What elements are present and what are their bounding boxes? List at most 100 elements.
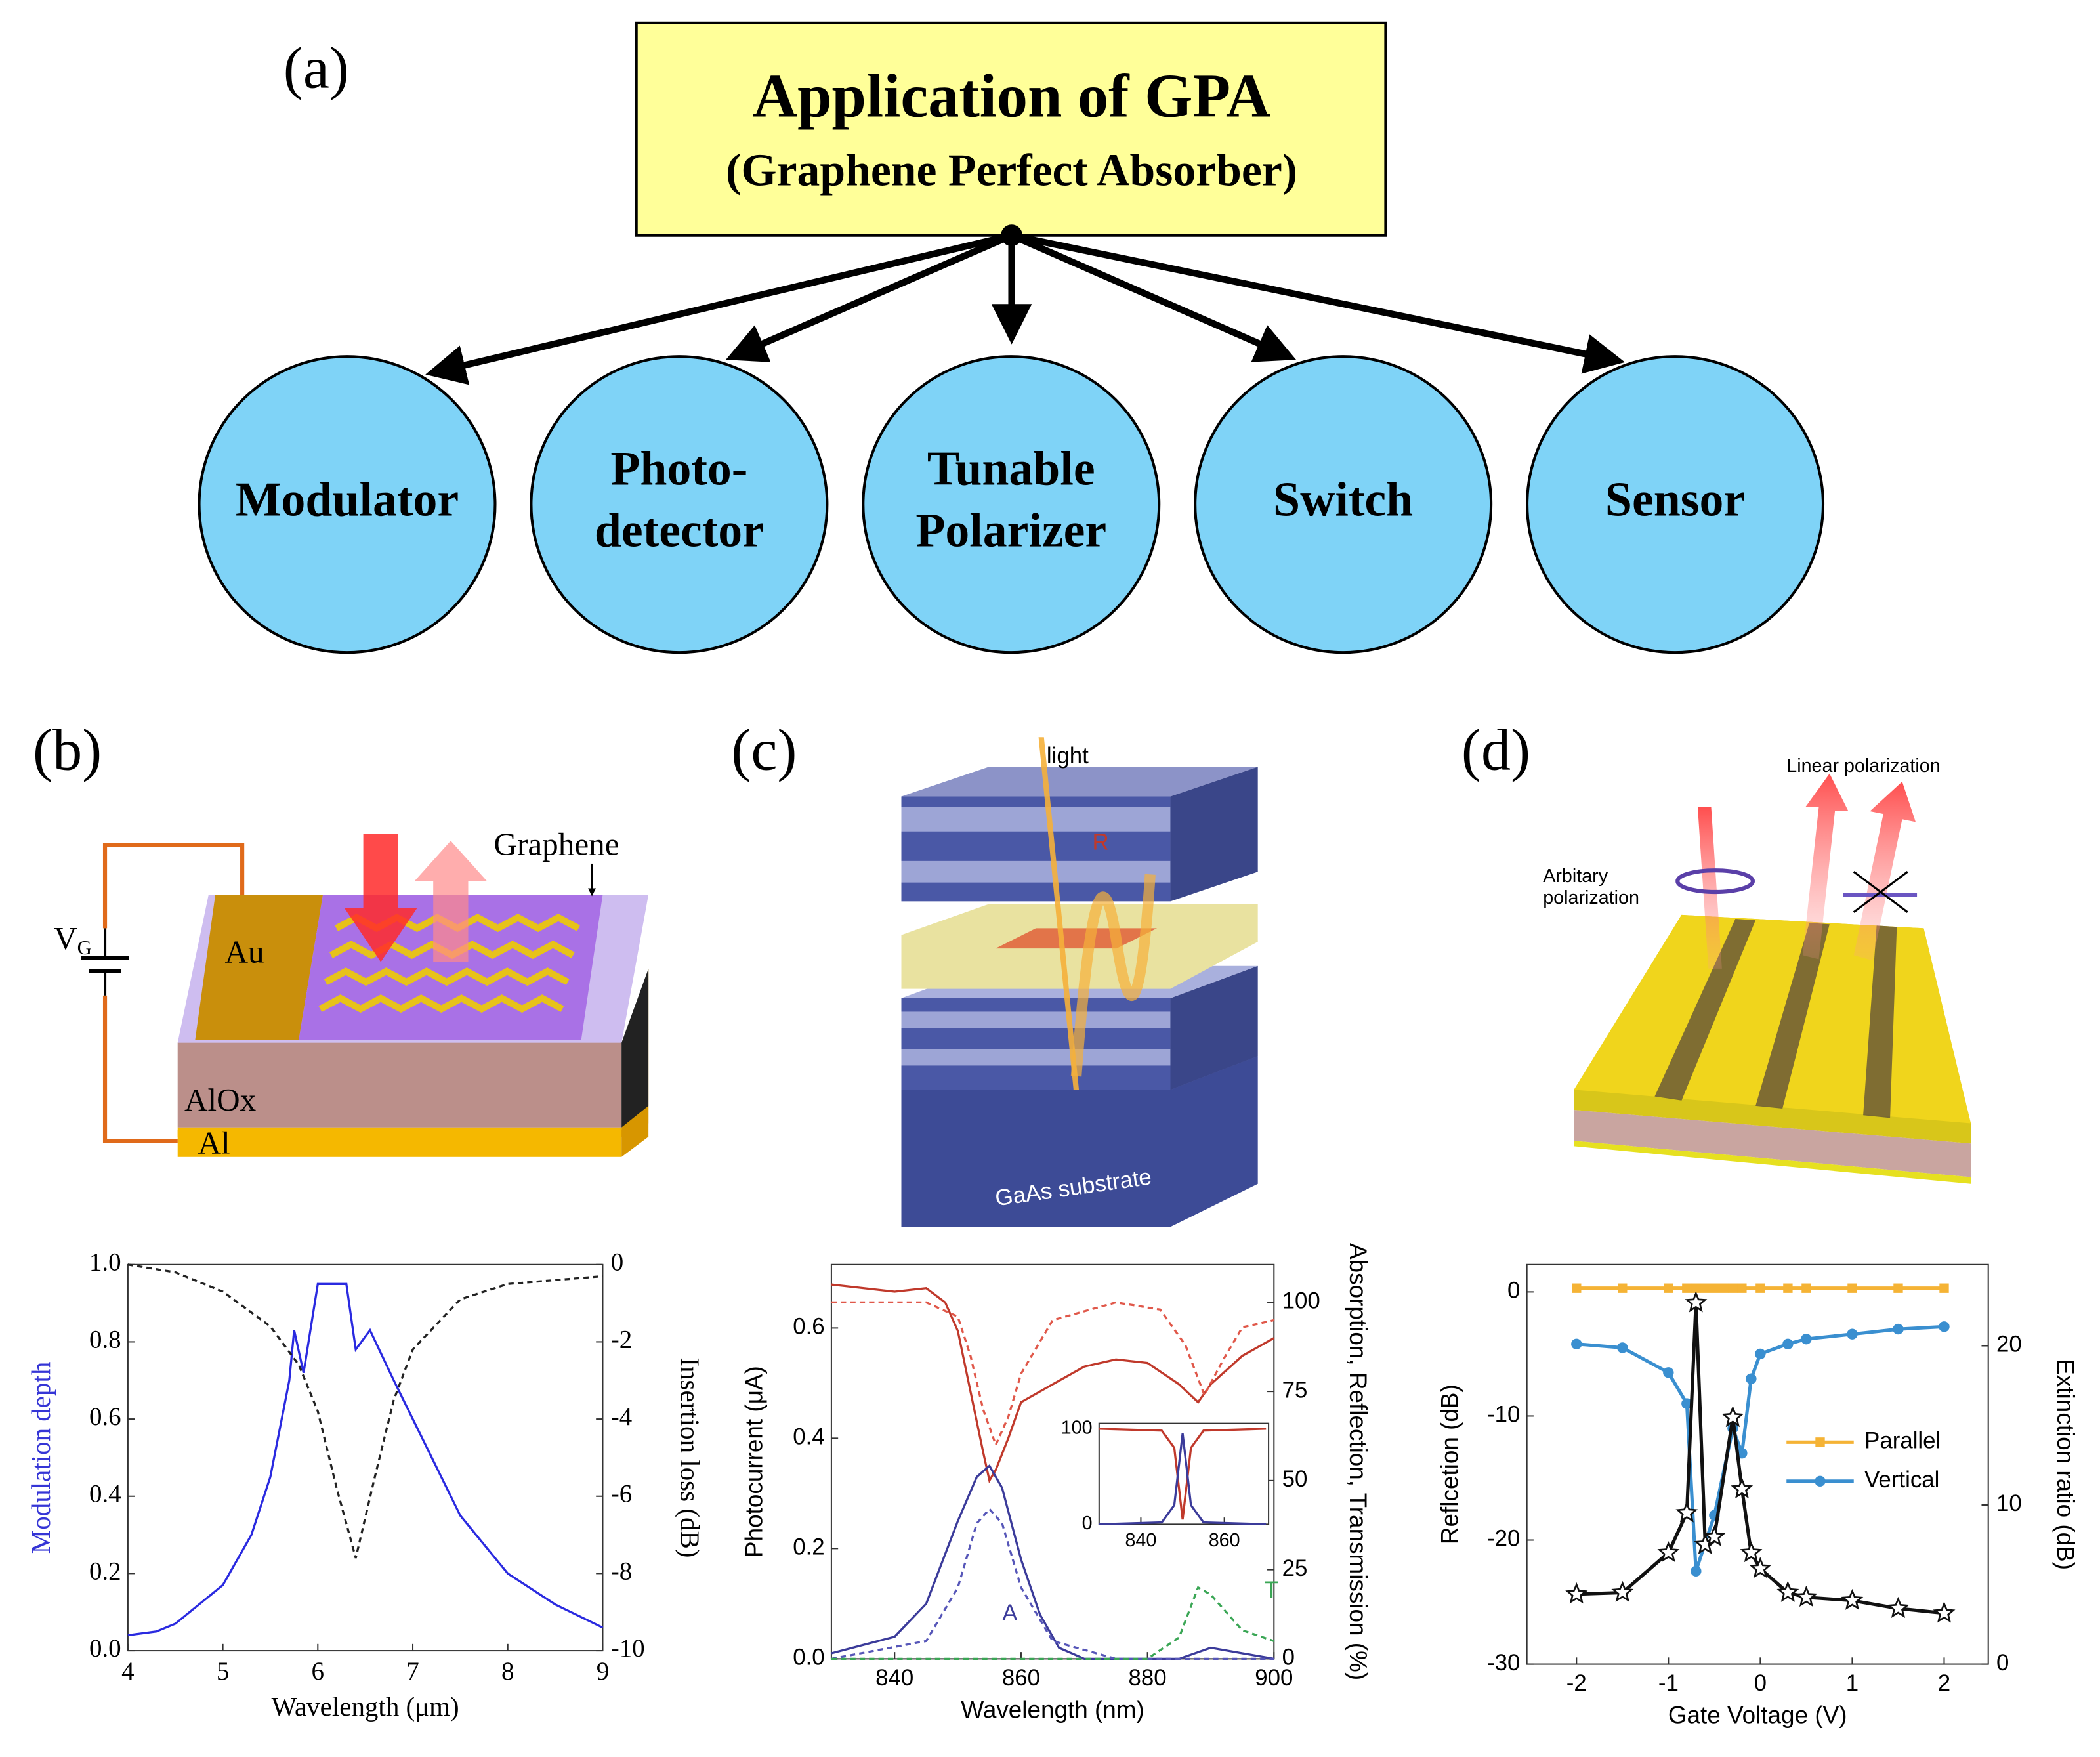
y-tick-label: 1.0 bbox=[89, 1248, 121, 1277]
marker bbox=[1893, 1283, 1903, 1293]
dbr-side bbox=[1170, 767, 1258, 902]
junction-dot bbox=[1001, 224, 1022, 247]
legend-label: Vertical bbox=[1864, 1467, 1939, 1492]
x-tick-label: 1 bbox=[1846, 1670, 1858, 1696]
y-tick-label: 0.2 bbox=[793, 1535, 824, 1560]
y2-axis-label: Extinction ratio (dB) bbox=[2052, 1359, 2079, 1570]
y-axis-label: Reflcetion (dB) bbox=[1436, 1384, 1463, 1544]
label-sub: G bbox=[77, 937, 92, 959]
legend-marker bbox=[1815, 1437, 1825, 1447]
x-tick-label: 840 bbox=[1125, 1530, 1156, 1551]
series-line bbox=[831, 1464, 1274, 1661]
y2-tick-label: -6 bbox=[611, 1480, 632, 1508]
marker bbox=[1782, 1338, 1794, 1349]
substrate bbox=[1574, 1110, 1971, 1177]
label: polarization bbox=[1543, 887, 1639, 908]
marker bbox=[1681, 1398, 1692, 1409]
y-tick-label: 0.4 bbox=[793, 1424, 824, 1450]
arrow bbox=[425, 232, 1013, 385]
marker bbox=[1663, 1367, 1674, 1378]
series-line bbox=[1576, 1302, 1944, 1615]
marker bbox=[1737, 1283, 1747, 1293]
y-tick-label: -10 bbox=[1487, 1402, 1520, 1428]
legend-label: Parallel bbox=[1864, 1428, 1941, 1454]
annotation: R bbox=[1093, 829, 1109, 855]
marker bbox=[1700, 1283, 1710, 1293]
node-circle bbox=[530, 355, 829, 654]
y2-tick-label: -8 bbox=[611, 1557, 632, 1585]
marker bbox=[1611, 1580, 1634, 1602]
arrow bbox=[726, 232, 1013, 362]
marker bbox=[1755, 1283, 1765, 1293]
marker bbox=[1801, 1283, 1811, 1293]
marker bbox=[1749, 1557, 1772, 1578]
marker bbox=[1755, 1348, 1766, 1360]
node-circle bbox=[1194, 355, 1493, 654]
x-tick-label: 8 bbox=[501, 1657, 514, 1685]
series-line bbox=[127, 1282, 604, 1637]
marker bbox=[1841, 1588, 1864, 1610]
wire bbox=[102, 843, 245, 929]
alox-layer bbox=[177, 1042, 622, 1128]
node-circle bbox=[1526, 355, 1825, 654]
x-tick-label: -2 bbox=[1566, 1670, 1587, 1696]
x-tick-label: 900 bbox=[1255, 1665, 1293, 1691]
title-box bbox=[635, 21, 1387, 237]
marker bbox=[1691, 1283, 1701, 1293]
arrows bbox=[425, 232, 1626, 385]
marker bbox=[1939, 1321, 1950, 1332]
y2-tick-label: -2 bbox=[611, 1325, 632, 1353]
reflected-beam bbox=[1853, 781, 1916, 961]
chart: 4 5 6 7 8 9 0.0 0.2 0.4 0.6 0.8 1.0 0 -2 -4 -6 -8 -10 Wave… bbox=[26, 1248, 705, 1722]
label: Au bbox=[224, 934, 264, 970]
substrate-edge bbox=[1574, 1141, 1971, 1184]
x-tick-label: 0 bbox=[1754, 1670, 1767, 1696]
y2-tick-label: 0 bbox=[1996, 1650, 2009, 1676]
marker bbox=[1893, 1323, 1904, 1335]
marker bbox=[1887, 1596, 1910, 1618]
arrow bbox=[1010, 232, 1297, 362]
y2-tick-label: -4 bbox=[611, 1403, 632, 1431]
panel-label: (b) bbox=[33, 717, 102, 783]
y-axis-label: Photocurrent (μA) bbox=[741, 1366, 768, 1557]
illustration-c: light GaAs substrate bbox=[901, 737, 1258, 1227]
y2-axis-label: Absorption, Reflection, Transmission (%) bbox=[1345, 1243, 1372, 1680]
y-tick-label: 0.0 bbox=[793, 1645, 824, 1670]
series-line bbox=[127, 1263, 603, 1559]
label: Arbitary bbox=[1543, 866, 1608, 887]
alox-side bbox=[621, 968, 649, 1128]
au-pad bbox=[195, 895, 324, 1040]
node-label: Switch bbox=[1273, 473, 1413, 526]
dbr-layer bbox=[901, 807, 1171, 832]
node-circle bbox=[862, 355, 1161, 654]
marker bbox=[1801, 1334, 1812, 1345]
plot-frame bbox=[1526, 1263, 1989, 1665]
marker bbox=[1847, 1328, 1858, 1340]
y-tick-label: -30 bbox=[1487, 1650, 1520, 1676]
x-tick-label: 860 bbox=[1209, 1530, 1240, 1551]
series-line bbox=[831, 1586, 1274, 1661]
stripes bbox=[1654, 918, 1897, 1118]
illustration-d: Linear polarization Arbitary polarizatio… bbox=[1543, 755, 1971, 1184]
polarization-ring bbox=[1675, 868, 1755, 895]
marker bbox=[1795, 1585, 1818, 1607]
marker bbox=[1690, 1565, 1702, 1577]
marker bbox=[1565, 1582, 1588, 1604]
dbr-layer bbox=[901, 1049, 1171, 1066]
x-axis-label: Gate Voltage (V) bbox=[1668, 1701, 1847, 1728]
x-tick-label: -1 bbox=[1658, 1670, 1679, 1696]
y2-tick-label: 25 bbox=[1282, 1556, 1308, 1581]
marker bbox=[1847, 1283, 1857, 1293]
node-circle bbox=[198, 355, 497, 654]
chart: 840 860 0 100 bbox=[1061, 1417, 1270, 1551]
dbr-layer bbox=[901, 860, 1171, 883]
y-tick-label: 0.6 bbox=[89, 1403, 121, 1431]
y-tick-label: 0.6 bbox=[793, 1314, 824, 1340]
diagram-title: Application of GPA bbox=[753, 62, 1270, 130]
series-line bbox=[831, 1301, 1274, 1448]
diagram-subtitle: (Graphene Perfect Absorber) bbox=[726, 145, 1297, 196]
marker bbox=[1685, 1291, 1708, 1313]
node-label: Modulator bbox=[236, 473, 459, 526]
marker bbox=[1776, 1580, 1799, 1602]
